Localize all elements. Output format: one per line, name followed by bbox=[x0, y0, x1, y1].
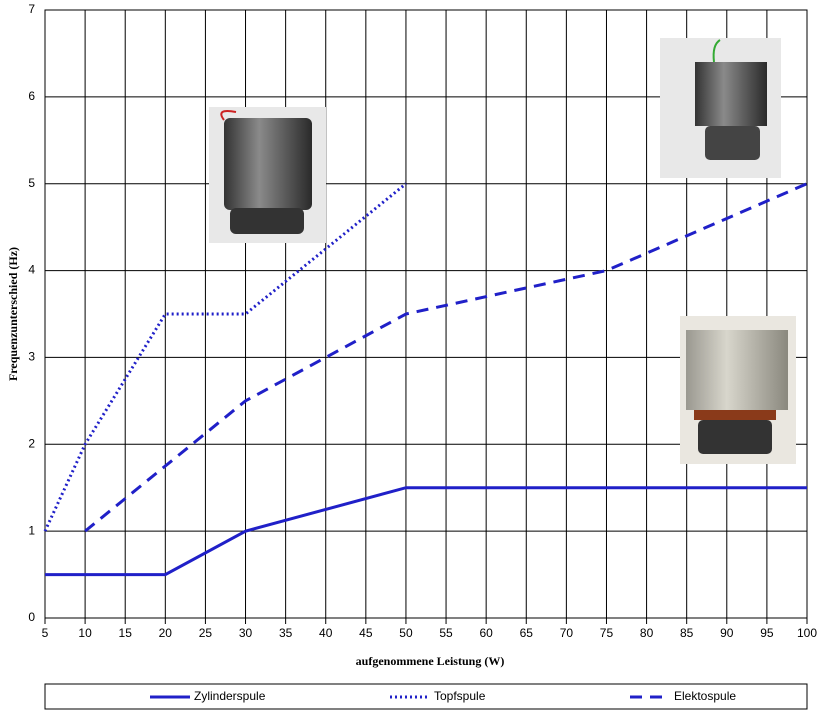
x-tick-label: 40 bbox=[319, 626, 333, 640]
legend-label: Topfspule bbox=[434, 689, 486, 703]
y-tick-label: 7 bbox=[28, 2, 35, 16]
chart: 0123456751015202530354045505560657075808… bbox=[0, 0, 819, 713]
x-tick-label: 15 bbox=[119, 626, 133, 640]
x-tick-label: 50 bbox=[399, 626, 413, 640]
x-tick-label: 80 bbox=[640, 626, 654, 640]
y-tick-label: 1 bbox=[28, 523, 35, 537]
y-tick-label: 3 bbox=[28, 350, 35, 364]
photo bbox=[660, 38, 781, 178]
y-tick-label: 5 bbox=[28, 176, 35, 190]
x-tick-label: 70 bbox=[560, 626, 574, 640]
x-tick-label: 30 bbox=[239, 626, 253, 640]
y-tick-label: 4 bbox=[28, 263, 35, 277]
x-tick-label: 65 bbox=[520, 626, 534, 640]
x-tick-label: 55 bbox=[439, 626, 453, 640]
photo bbox=[209, 107, 326, 243]
legend-label: Zylinderspule bbox=[194, 689, 266, 703]
x-tick-label: 95 bbox=[760, 626, 774, 640]
y-tick-label: 0 bbox=[28, 610, 35, 624]
legend: Zylinderspule Topfspule Elektospule bbox=[150, 689, 736, 703]
x-tick-label: 75 bbox=[600, 626, 614, 640]
x-tick-label: 90 bbox=[720, 626, 734, 640]
x-tick-label: 100 bbox=[797, 626, 817, 640]
x-tick-label: 20 bbox=[159, 626, 173, 640]
legend-label: Elektospule bbox=[674, 689, 736, 703]
y-axis-label: Frequenzunterschied (Hz) bbox=[6, 247, 20, 381]
page: 0123456751015202530354045505560657075808… bbox=[0, 0, 819, 713]
y-tick-label: 6 bbox=[28, 89, 35, 103]
x-tick-label: 35 bbox=[279, 626, 293, 640]
x-tick-label: 10 bbox=[78, 626, 92, 640]
x-axis-label: aufgenommene Leistung (W) bbox=[356, 654, 505, 668]
x-tick-label: 85 bbox=[680, 626, 694, 640]
x-tick-label: 5 bbox=[42, 626, 49, 640]
x-tick-label: 45 bbox=[359, 626, 373, 640]
y-tick-label: 2 bbox=[28, 436, 35, 450]
photo bbox=[680, 316, 796, 464]
x-tick-label: 25 bbox=[199, 626, 213, 640]
x-tick-label: 60 bbox=[479, 626, 493, 640]
